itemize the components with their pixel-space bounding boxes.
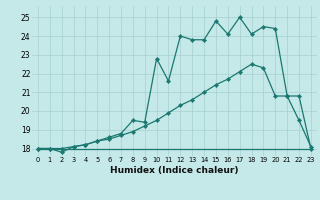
X-axis label: Humidex (Indice chaleur): Humidex (Indice chaleur) (110, 166, 239, 175)
